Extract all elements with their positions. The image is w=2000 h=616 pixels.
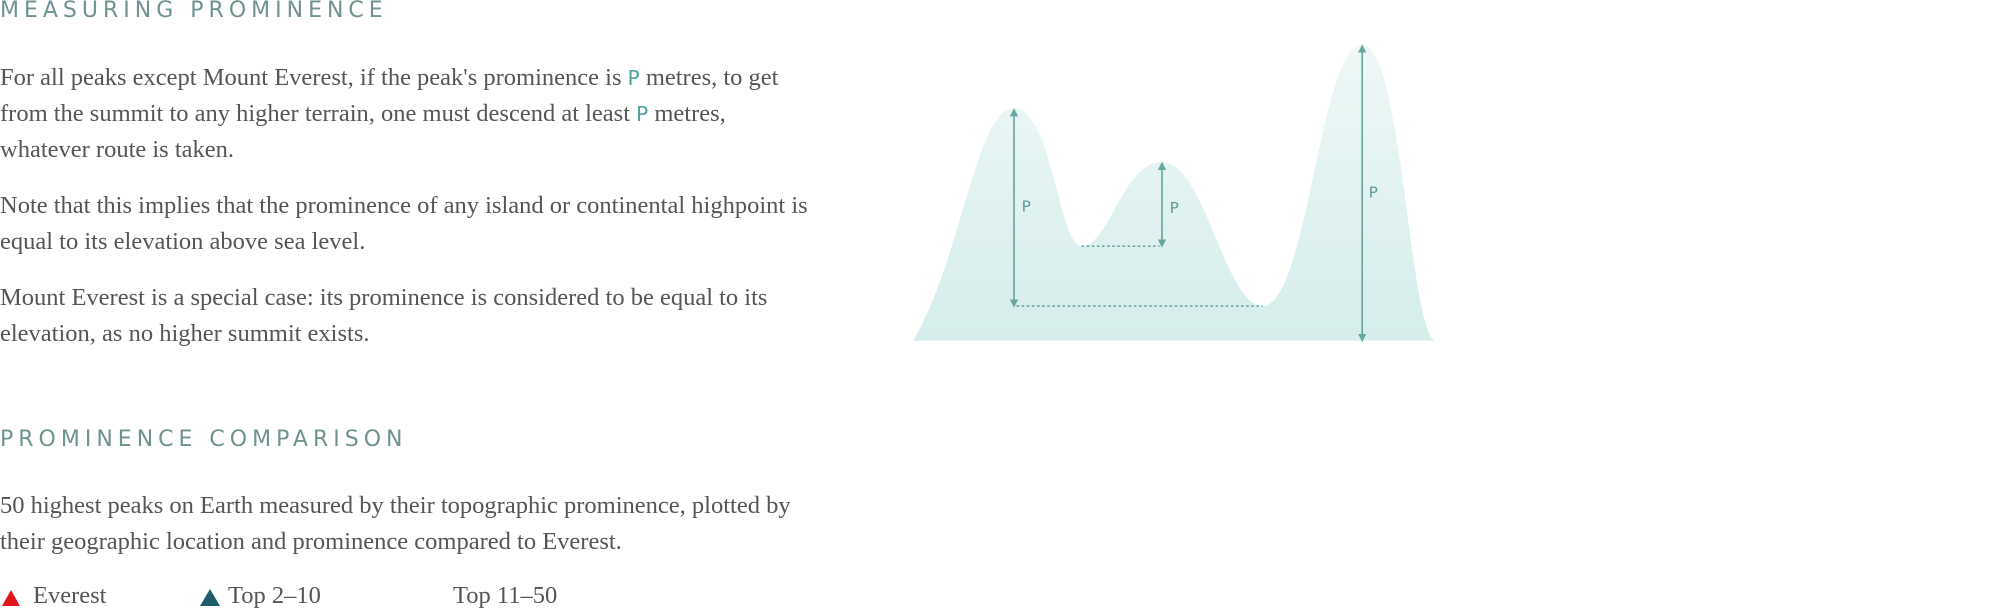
text-run: Note that this implies that the prominen… [0, 192, 808, 255]
text-run: Mount Everest is a special case: its pro… [0, 284, 768, 347]
highlight-symbol: P [636, 102, 649, 126]
section-heading: PROMINENCE COMPARISON [0, 427, 408, 452]
paragraph: Note that this implies that the prominen… [0, 188, 820, 260]
legend-label: Top 2–10 [228, 582, 321, 609]
diagram-label: P [1022, 198, 1031, 216]
legend-icon [200, 589, 220, 606]
mountain-silhouette [913, 44, 1437, 341]
paragraph: Mount Everest is a special case: its pro… [0, 280, 820, 352]
legend-label: Everest [33, 582, 107, 609]
text-run: 50 highest peaks on Earth measured by th… [0, 492, 791, 555]
highlight-symbol: P [627, 66, 640, 90]
section-heading: MEASURING PROMINENCE [0, 0, 388, 23]
diagram-label: P [1369, 184, 1378, 202]
paragraph: For all peaks except Mount Everest, if t… [0, 60, 820, 168]
diagram-label: P [1170, 199, 1179, 217]
legend-icon [2, 590, 20, 606]
text-run: metres, whatever route is taken. [0, 100, 726, 163]
text-run: metres, to get from the summit to any hi… [0, 64, 779, 127]
paragraph: 50 highest peaks on Earth measured by th… [0, 488, 820, 560]
legend-label: Top 11–50 [453, 582, 558, 609]
text-run: For all peaks except Mount Everest, if t… [0, 64, 628, 91]
